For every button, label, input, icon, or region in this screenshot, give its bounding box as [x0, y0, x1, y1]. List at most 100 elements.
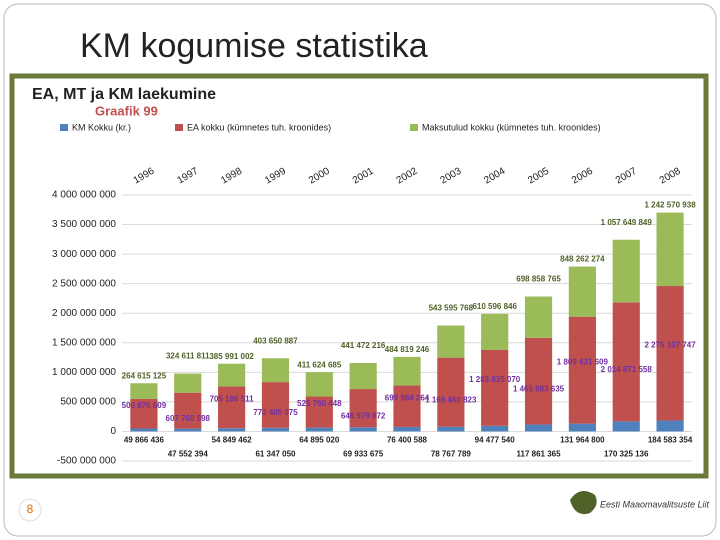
- data-label: 78 767 789: [431, 450, 472, 459]
- data-label: 69 933 675: [343, 450, 384, 459]
- y-tick-label: 500 000 000: [60, 397, 116, 408]
- bar-segment: [481, 349, 509, 426]
- logo-icon: [570, 491, 597, 515]
- data-label: 607 760 598: [166, 414, 211, 423]
- data-label: 61 347 050: [255, 450, 296, 459]
- legend-label: KM Kokku (kr.): [72, 122, 131, 132]
- data-label: 1 057 649 849: [601, 218, 653, 227]
- bar-segment: [393, 426, 421, 432]
- data-label: 773 405 075: [253, 408, 298, 417]
- bar-segment: [568, 316, 596, 424]
- slide-title: KM kogumise statistika: [80, 27, 428, 65]
- bar-segment: [393, 356, 421, 386]
- bar-segment: [305, 372, 333, 397]
- data-label: 47 552 394: [168, 450, 209, 459]
- bar-segment: [174, 392, 202, 429]
- data-label: 1 283 835 070: [469, 375, 521, 384]
- bar-segment: [656, 286, 684, 421]
- bar-segment: [174, 428, 202, 432]
- y-tick-label: 1 500 000 000: [52, 337, 116, 348]
- bar-segment: [656, 212, 684, 287]
- data-label: 1 242 570 938: [644, 201, 696, 210]
- data-label: 646 979 872: [341, 411, 386, 420]
- data-label: 484 819 246: [385, 345, 430, 354]
- bar-segment: [612, 421, 640, 432]
- bar-segment: [437, 426, 465, 432]
- legend-swatch: [60, 124, 68, 131]
- bar-segment: [349, 389, 377, 428]
- y-tick-label: 2 500 000 000: [52, 278, 116, 289]
- data-label: 49 866 436: [124, 436, 165, 445]
- page-badge: [18, 498, 42, 522]
- bar-segment: [130, 428, 158, 432]
- data-label: 184 583 354: [648, 436, 693, 445]
- data-label: 324 611 811: [166, 352, 210, 361]
- bar-segment: [568, 423, 596, 432]
- data-label: 1 465 983 635: [513, 384, 565, 393]
- data-label: 2 275 107 747: [644, 340, 696, 349]
- bar-segment: [261, 427, 290, 432]
- chart-subtitle: Graafik 99: [95, 103, 158, 118]
- data-label: 698 858 765: [516, 275, 561, 284]
- legend-label: Maksutulud kokku (kümnetes tuh. kroonide…: [422, 122, 601, 132]
- bar-segment: [656, 420, 684, 432]
- data-label: 64 895 020: [299, 436, 340, 445]
- bar-segment: [218, 386, 246, 429]
- bar-segment: [261, 358, 290, 383]
- data-label: 264 615 125: [122, 371, 167, 380]
- bar-segment: [349, 362, 377, 390]
- chart-title: EA, MT ja KM laekumine: [32, 86, 216, 103]
- data-label: 411 624 685: [297, 360, 342, 369]
- data-label: 131 964 800: [560, 436, 605, 445]
- y-tick-label: 3 000 000 000: [52, 249, 116, 260]
- bar-segment: [305, 396, 333, 428]
- data-label: 441 472 216: [341, 341, 386, 350]
- bar-segment: [524, 296, 553, 338]
- page-number: 8: [27, 502, 34, 516]
- y-tick-label: 0: [110, 426, 116, 437]
- data-label: 699 984 264: [385, 393, 430, 402]
- bar-segment: [305, 427, 333, 432]
- data-label: 76 400 588: [387, 436, 428, 445]
- data-label: 500 876 609: [122, 401, 167, 410]
- data-label: 705 186 511: [210, 394, 255, 403]
- data-label: 525 760 448: [297, 399, 342, 408]
- bar-segment: [174, 373, 202, 393]
- bar-segment: [130, 398, 158, 429]
- legend-label: EA kokku (kümnetes tuh. kroonides): [187, 122, 331, 132]
- data-label: 1 809 431 609: [557, 357, 609, 366]
- bar-segment: [218, 363, 246, 387]
- logo-text: Eesti Maaomavalitsuste Liit: [600, 499, 710, 509]
- bar-segment: [130, 383, 158, 399]
- bar-segment: [437, 357, 465, 427]
- bar-segment: [349, 427, 377, 432]
- y-tick-label: 3 500 000 000: [52, 219, 116, 230]
- bar-segment: [612, 302, 640, 422]
- bar-segment: [524, 337, 553, 425]
- y-tick-label: -500 000 000: [57, 456, 116, 467]
- data-label: 2 014 871 558: [601, 365, 653, 374]
- data-label: 403 650 887: [253, 336, 298, 345]
- data-label: 1 169 460 823: [425, 395, 477, 404]
- bar-segment: [218, 428, 246, 432]
- data-label: 54 849 462: [212, 436, 253, 445]
- bar-segment: [568, 266, 596, 317]
- bar-segment: [612, 239, 640, 303]
- bar-segment: [393, 385, 421, 427]
- data-label: 543 595 768: [429, 304, 474, 313]
- y-tick-label: 2 000 000 000: [52, 308, 116, 319]
- data-label: 610 596 846: [472, 302, 517, 311]
- bar-segment: [481, 313, 509, 350]
- bar-segment: [261, 382, 290, 428]
- bar-segment: [481, 425, 509, 432]
- legend-swatch: [410, 124, 418, 131]
- data-label: 94 477 540: [475, 436, 516, 445]
- data-label: 385 991 002: [209, 352, 254, 361]
- data-label: 848 262 274: [560, 255, 605, 264]
- data-label: 117 861 365: [517, 450, 562, 459]
- bar-segment: [524, 424, 553, 432]
- y-tick-label: 1 000 000 000: [52, 367, 116, 378]
- bar-segment: [437, 325, 465, 358]
- y-tick-label: 4 000 000 000: [52, 190, 116, 201]
